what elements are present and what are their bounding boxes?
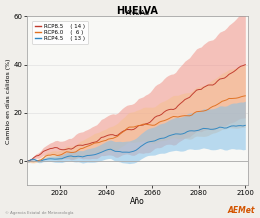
Y-axis label: Cambio en días cálidos (%): Cambio en días cálidos (%) xyxy=(5,58,11,144)
Title: HUELVA: HUELVA xyxy=(116,5,158,15)
Legend: RCP8.5    ( 14 ), RCP6.0    (  6 ), RCP4.5    ( 13 ): RCP8.5 ( 14 ), RCP6.0 ( 6 ), RCP4.5 ( 13… xyxy=(32,21,88,44)
Text: ANUAL: ANUAL xyxy=(125,10,149,16)
X-axis label: Año: Año xyxy=(130,197,145,206)
Text: AEMet: AEMet xyxy=(227,206,255,215)
Text: © Agencia Estatal de Meteorología: © Agencia Estatal de Meteorología xyxy=(5,211,74,215)
